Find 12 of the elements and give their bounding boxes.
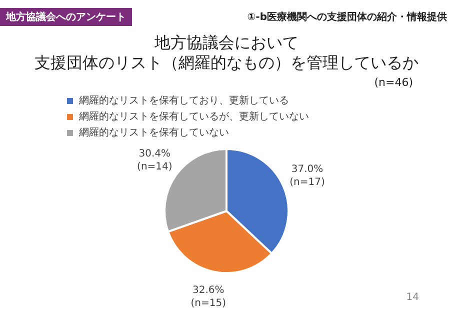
legend-label: 網羅的なリストを保有しているが、更新していない	[78, 110, 309, 123]
data-label: 37.0% (n=17)	[290, 164, 325, 188]
data-label: 32.6% (n=15)	[190, 285, 226, 310]
text: (n=46)	[374, 76, 413, 89]
chart-title: 地方協議会において	[154, 33, 300, 53]
text: 14	[406, 292, 419, 303]
legend-label: 網羅的なリストを保有しており、更新している	[78, 94, 289, 107]
chart-subtitle: 支援団体のリスト（網羅的なもの）を管理しているか	[34, 53, 420, 73]
legend-label: 網羅的なリストを保有していない	[78, 126, 229, 139]
text: ①-b医療機関への支援団体の紹介・情報提供	[247, 10, 447, 24]
text: 地方協議会へのアンケート	[0, 8, 132, 26]
data-label: 30.4% (n=14)	[137, 148, 172, 172]
